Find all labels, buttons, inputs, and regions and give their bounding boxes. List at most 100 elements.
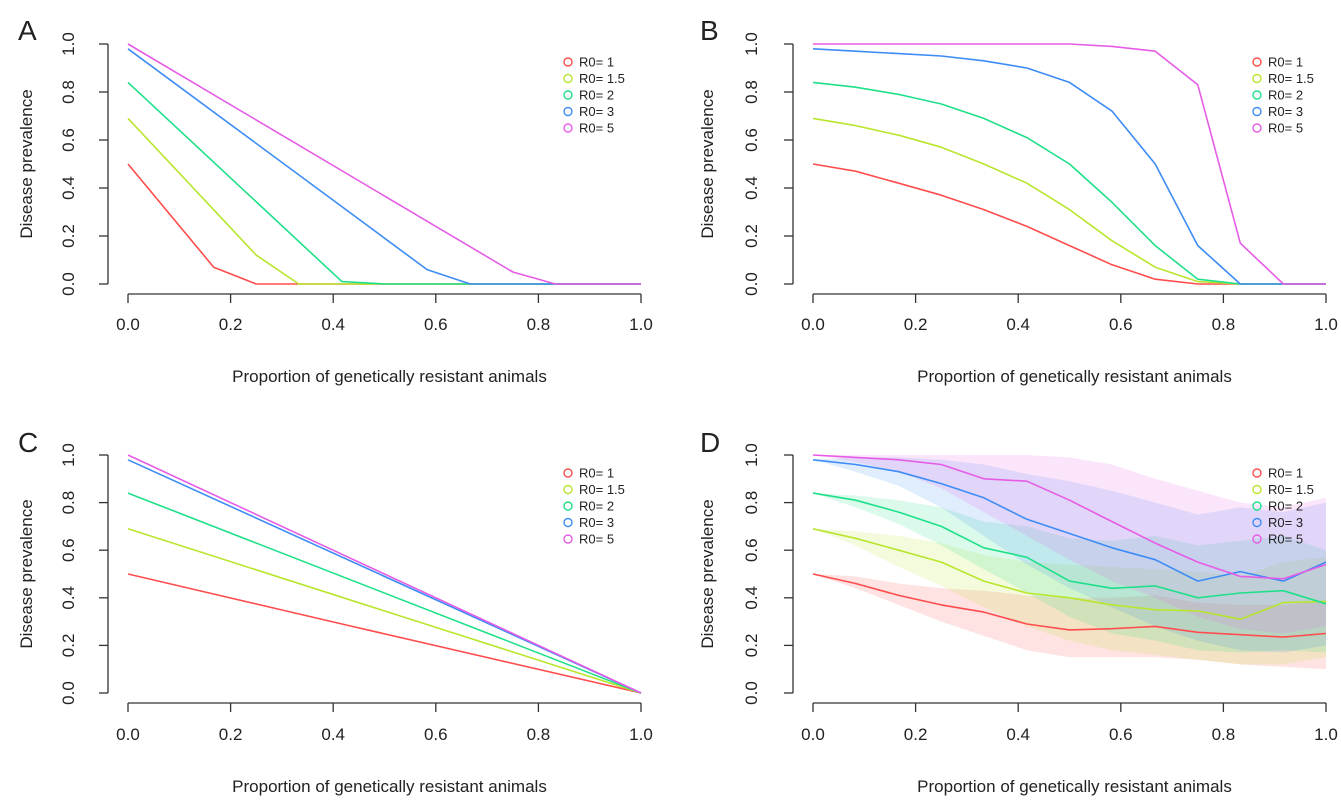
legend-label: R0= 3: [579, 104, 614, 119]
y-tick-label: 0.8: [59, 80, 78, 104]
series-line-2: [812, 117, 1326, 285]
legend-label: R0= 2: [1268, 499, 1303, 514]
legend-label: R0= 3: [1268, 515, 1303, 530]
series-line-4: [127, 48, 641, 285]
legend-marker: [563, 468, 573, 478]
series-line-1: [127, 573, 642, 694]
x-tick-label: 0.0: [801, 725, 825, 744]
legend-marker: [1252, 90, 1262, 100]
legend: R0= 1R0= 1.5 R0= 2R0= 3 R0= 5: [1252, 55, 1314, 136]
y-axis-title: Disease prevalence: [17, 499, 36, 648]
y-tick-label: 0.6: [59, 538, 78, 562]
y-tick-label: 0.6: [742, 538, 761, 562]
y-tick-label: 0.2: [59, 634, 78, 658]
y-axis-title: Disease prevalence: [698, 89, 717, 238]
y-tick-label: 0.8: [59, 491, 78, 515]
series-line-4: [812, 459, 1327, 582]
panel-b: B 0.0 0.2 0.4 0.6 0.8 1.0 0.0 0.2 0.4 0.6 0.8 1.0 Pro…: [698, 15, 1338, 386]
legend-label: R0= 3: [1268, 104, 1303, 119]
series-line-1: [812, 573, 1327, 638]
series-line-1: [127, 163, 641, 285]
legend-marker: [563, 534, 573, 544]
x-tick-label: 0.4: [1006, 315, 1030, 334]
legend-label: R0= 3: [579, 515, 614, 530]
legend-label: R0= 1: [1268, 466, 1303, 481]
x-tick-label: 1.0: [629, 725, 653, 744]
x-tick-label: 0.8: [1212, 315, 1236, 334]
y-tick-label: 0.2: [742, 634, 761, 658]
panel-a: A 0.0 0.2 0.4 0.6 0.8 1.0 0.0 0.2 0.4 0.6 0.8 1.0 Pro…: [17, 15, 653, 386]
y-tick-label: 0.0: [59, 681, 78, 705]
panel-label: B: [700, 15, 719, 46]
y-tick-label: 0.4: [59, 176, 78, 200]
x-tick-label: 0.0: [801, 315, 825, 334]
series-line-2: [812, 528, 1327, 621]
y-tick-label: 0.2: [59, 224, 78, 248]
legend-marker: [1252, 468, 1262, 478]
y-tick-label: 0.0: [742, 681, 761, 705]
x-tick-label: 0.6: [424, 315, 448, 334]
panel-c: C 0.0 0.2 0.4 0.6 0.8 1.0 0.0 0.2 0.4 0.6 0.8 1.0 Pro…: [17, 427, 653, 796]
series-line-5: [812, 454, 1327, 580]
legend-label: R0= 5: [1268, 532, 1303, 547]
legend-marker: [563, 501, 573, 511]
legend-marker: [1252, 57, 1262, 67]
x-tick-label: 0.6: [1109, 315, 1133, 334]
band-4: [813, 457, 1326, 653]
legend-marker: [563, 73, 573, 84]
y-tick-label: 0.8: [742, 80, 761, 104]
legend-marker: [1252, 501, 1262, 511]
x-tick-label: 0.0: [116, 315, 140, 334]
x-tick-label: 1.0: [1314, 725, 1338, 744]
x-tick-label: 0.4: [321, 725, 345, 744]
series-line-5: [127, 454, 642, 694]
y-tick-label: 1.0: [742, 443, 761, 467]
y-tick-label: 1.0: [59, 443, 78, 467]
x-tick-label: 1.0: [1314, 315, 1338, 334]
x-tick-label: 1.0: [629, 315, 653, 334]
y-tick-label: 0.0: [59, 272, 78, 296]
series-line-3: [812, 492, 1327, 605]
legend-label: R0= 2: [579, 499, 614, 514]
x-tick-label: 0.8: [527, 725, 551, 744]
x-tick-label: 0.0: [116, 725, 140, 744]
legend-label: R0= 1.5: [1268, 482, 1314, 497]
y-tick-label: 0.4: [742, 586, 761, 610]
x-tick-label: 0.6: [424, 725, 448, 744]
x-axis-title: Proportion of genetically resistant anim…: [232, 367, 547, 386]
legend: R0= 1R0= 1.5 R0= 2R0= 3 R0= 5: [1252, 466, 1314, 547]
series-line-3: [812, 81, 1326, 285]
panel-label: D: [700, 427, 720, 458]
x-axis-title: Proportion of genetically resistant anim…: [232, 777, 547, 796]
y-tick-label: 0.0: [742, 272, 761, 296]
y-tick-label: 1.0: [59, 32, 78, 56]
legend-marker: [1252, 123, 1262, 133]
x-tick-label: 0.4: [321, 315, 345, 334]
y-tick-label: 0.2: [742, 224, 761, 248]
legend-label: R0= 5: [579, 121, 614, 136]
legend-marker: [563, 484, 573, 495]
legend-marker: [563, 57, 573, 67]
legend-label: R0= 2: [579, 88, 614, 103]
y-axis-title: Disease prevalence: [698, 499, 717, 648]
y-tick-label: 0.8: [742, 491, 761, 515]
x-axis-title: Proportion of genetically resistant anim…: [917, 777, 1232, 796]
legend-label: R0= 1: [1268, 55, 1303, 70]
y-tick-label: 0.6: [59, 128, 78, 152]
legend-marker: [1252, 484, 1262, 495]
panel-label: A: [18, 15, 37, 46]
legend-marker: [563, 123, 573, 133]
series-line-1: [812, 163, 1326, 285]
x-tick-label: 0.8: [1212, 725, 1236, 744]
legend-label: R0= 1.5: [1268, 71, 1314, 86]
legend: R0= 1R0= 1.5 R0= 2R0= 3 R0= 5: [563, 466, 625, 547]
legend-label: R0= 1: [579, 466, 614, 481]
x-tick-label: 0.2: [219, 725, 243, 744]
legend-marker: [563, 517, 573, 528]
x-tick-label: 0.2: [904, 315, 928, 334]
legend-label: R0= 2: [1268, 88, 1303, 103]
legend-label: R0= 1.5: [579, 71, 625, 86]
series-line-2: [127, 528, 642, 694]
legend-marker: [1252, 534, 1262, 544]
